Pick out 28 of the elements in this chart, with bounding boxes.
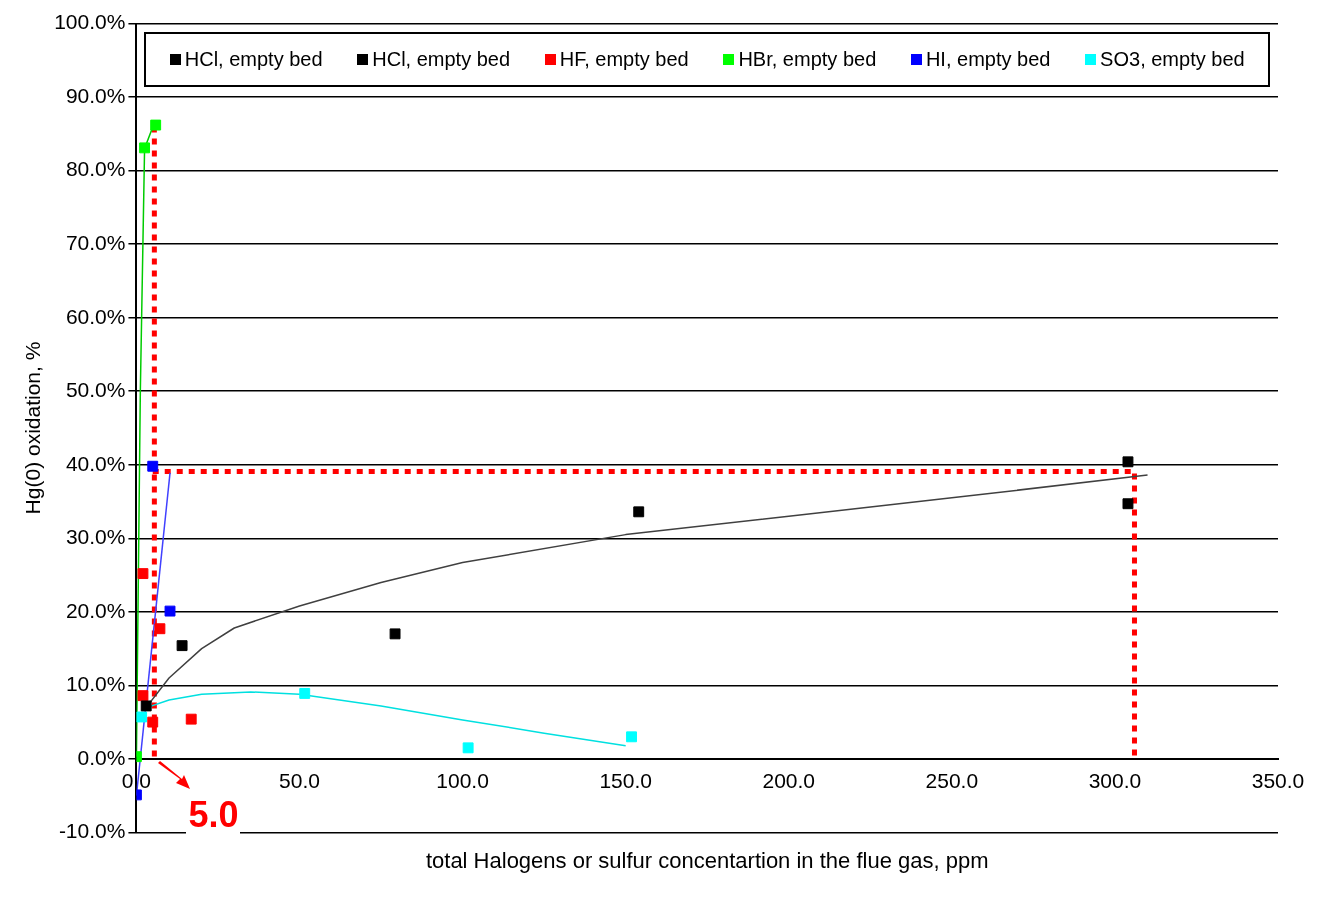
y-tick-label: 0.0% xyxy=(77,745,126,769)
y-tick-label: 30.0% xyxy=(65,525,126,549)
x-tick-label: 350.0 xyxy=(1251,769,1305,793)
y-tick-label: 90.0% xyxy=(65,83,126,107)
legend-label: HBr, empty bed xyxy=(738,47,877,71)
y-tick-label: 60.0% xyxy=(65,304,126,328)
annotation: 5.0 xyxy=(186,793,241,835)
y-tick-label: 10.0% xyxy=(65,672,126,696)
legend-label: HI, empty bed xyxy=(925,47,1051,71)
legend-label: HF, empty bed xyxy=(559,47,689,71)
x-tick-label: 100.0 xyxy=(436,769,489,793)
legend-label: HCl, empty bed xyxy=(184,47,323,71)
y-tick-label: 70.0% xyxy=(65,230,126,254)
x-axis-title: total Halogens or sulfur concentartion in the flue gas, ppm xyxy=(424,848,990,874)
y-axis-title: Hg(0) oxidation, % xyxy=(21,341,45,515)
legend-label: SO3, empty bed xyxy=(1100,47,1245,71)
y-tick-label: 100.0% xyxy=(54,10,126,34)
x-tick-label: 250.0 xyxy=(925,769,979,793)
y-tick-label: 40.0% xyxy=(65,451,126,475)
x-tick-label: 200.0 xyxy=(762,769,816,793)
x-tick-label: 150.0 xyxy=(599,769,652,793)
y-tick-label: 20.0% xyxy=(65,598,126,622)
y-tick-label: 50.0% xyxy=(65,378,126,402)
y-tick-label: 80.0% xyxy=(65,157,126,181)
y-tick-label: -10.0% xyxy=(58,819,126,843)
x-tick-label: 50.0 xyxy=(279,769,320,793)
legend-label: HCl, empty bed xyxy=(372,47,511,71)
x-tick-label: 300.0 xyxy=(1088,769,1142,793)
